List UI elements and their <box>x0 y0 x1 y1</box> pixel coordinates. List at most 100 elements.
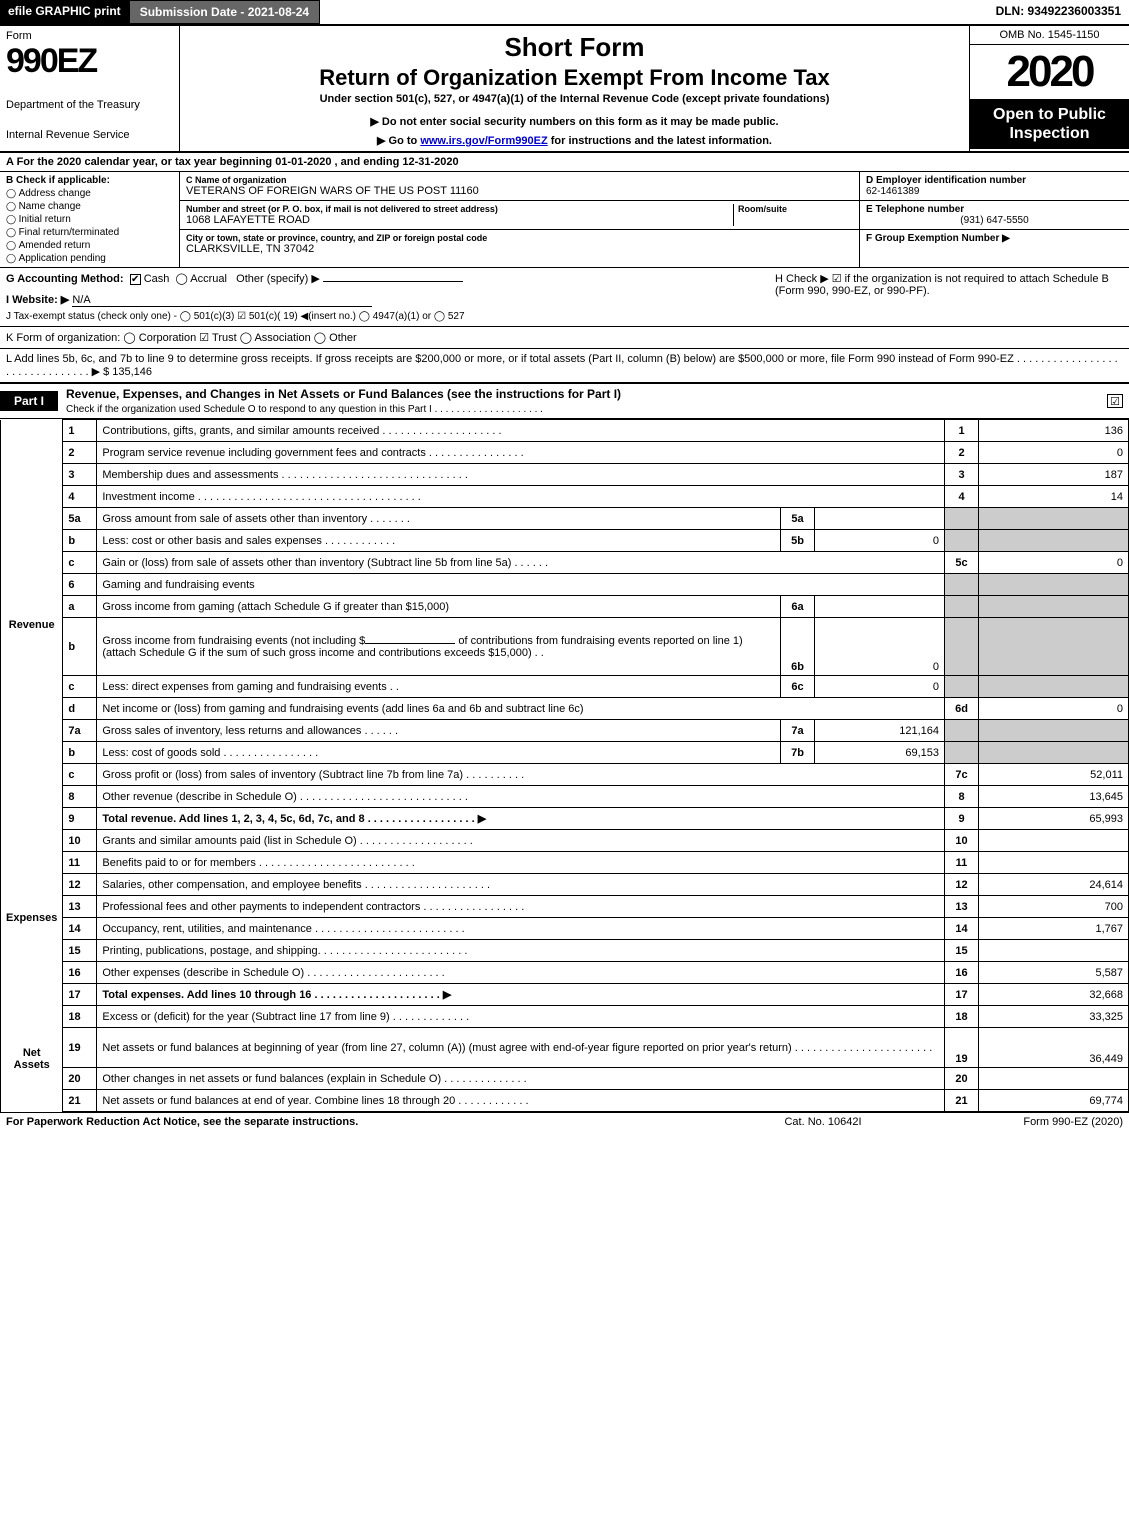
bn-10: 10 <box>945 830 979 852</box>
row-13: 13 Professional fees and other payments … <box>1 896 1129 918</box>
contrib-input[interactable] <box>365 643 455 644</box>
row-20: 20 Other changes in net assets or fund b… <box>1 1068 1129 1090</box>
cb-initial-return[interactable]: Initial return <box>6 214 173 225</box>
row-21: 21 Net assets or fund balances at end of… <box>1 1090 1129 1112</box>
desc-7a: Gross sales of inventory, less returns a… <box>97 720 781 742</box>
city-label: City or town, state or province, country… <box>186 233 853 243</box>
cb-application-pending[interactable]: Application pending <box>6 253 173 264</box>
box-b: B Check if applicable: Address change Na… <box>0 172 180 267</box>
cb-final-return[interactable]: Final return/terminated <box>6 227 173 238</box>
no-5b: b <box>63 530 97 552</box>
accrual-label: Accrual <box>190 273 227 285</box>
bn-3: 3 <box>945 464 979 486</box>
expenses-vlabel: Expenses <box>6 912 57 924</box>
no-6: 6 <box>63 574 97 596</box>
sv-6b: 0 <box>815 618 945 676</box>
desc-6: Gaming and fundraising events <box>97 574 945 596</box>
sv-6c: 0 <box>815 676 945 698</box>
desc-7c: Gross profit or (loss) from sales of inv… <box>97 764 945 786</box>
val-19: 36,449 <box>979 1028 1129 1068</box>
val-13: 700 <box>979 896 1129 918</box>
val-14: 1,767 <box>979 918 1129 940</box>
no-10: 10 <box>63 830 97 852</box>
desc-18: Excess or (deficit) for the year (Subtra… <box>97 1006 945 1028</box>
desc-14: Occupancy, rent, utilities, and maintena… <box>97 918 945 940</box>
dept-treasury: Department of the Treasury <box>6 99 173 111</box>
top-bar: efile GRAPHIC print Submission Date - 20… <box>0 0 1129 26</box>
tax-year: 2020 <box>970 45 1129 99</box>
part1-check-note: Check if the organization used Schedule … <box>66 404 543 415</box>
cb-cash[interactable]: ✔ <box>130 274 141 285</box>
part1-header: Part I Revenue, Expenses, and Changes in… <box>0 384 1129 419</box>
cb-amended-return[interactable]: Amended return <box>6 240 173 251</box>
info-block: B Check if applicable: Address change Na… <box>0 172 1129 268</box>
bn-9: 9 <box>945 808 979 830</box>
bn-5a-grey <box>945 508 979 530</box>
bn-7c: 7c <box>945 764 979 786</box>
val-2: 0 <box>979 442 1129 464</box>
bn-6-grey <box>945 574 979 596</box>
dln-label: DLN: 93492236003351 <box>988 0 1129 24</box>
short-form-title: Short Form <box>186 32 963 63</box>
no-6d: d <box>63 698 97 720</box>
cb-address-change[interactable]: Address change <box>6 188 173 199</box>
sv-5a <box>815 508 945 530</box>
box-c: C Name of organization VETERANS OF FOREI… <box>180 172 859 267</box>
bn-13: 13 <box>945 896 979 918</box>
line-l: L Add lines 5b, 6c, and 7b to line 9 to … <box>0 349 1129 384</box>
cb-name-change[interactable]: Name change <box>6 201 173 212</box>
header-center: Short Form Return of Organization Exempt… <box>180 26 969 151</box>
val-6b-grey <box>979 618 1129 676</box>
desc-1: Contributions, gifts, grants, and simila… <box>97 420 945 442</box>
side-revenue: Revenue <box>1 420 63 830</box>
sn-6b: 6b <box>781 618 815 676</box>
goto-prefix: ▶ Go to <box>377 135 420 147</box>
part1-checkbox[interactable]: ☑ <box>1107 394 1123 408</box>
tel-cell: E Telephone number (931) 647-5550 <box>860 201 1129 230</box>
website-value: N/A <box>72 294 372 307</box>
desc-6b: Gross income from fundraising events (no… <box>97 618 781 676</box>
row-3: 3 Membership dues and assessments . . . … <box>1 464 1129 486</box>
efile-print-label[interactable]: efile GRAPHIC print <box>0 0 129 24</box>
box-g: G Accounting Method: ✔ Cash ◯ Accrual Ot… <box>0 268 769 326</box>
no-6a: a <box>63 596 97 618</box>
val-7c: 52,011 <box>979 764 1129 786</box>
ssn-warning: ▶ Do not enter social security numbers o… <box>186 115 963 128</box>
row-7c: c Gross profit or (loss) from sales of i… <box>1 764 1129 786</box>
row-6b: b Gross income from fundraising events (… <box>1 618 1129 676</box>
no-12: 12 <box>63 874 97 896</box>
desc-8: Other revenue (describe in Schedule O) .… <box>97 786 945 808</box>
row-7b: b Less: cost of goods sold . . . . . . .… <box>1 742 1129 764</box>
org-addr-cell: Number and street (or P. O. box, if mail… <box>180 201 859 230</box>
other-specify-input[interactable] <box>323 281 463 282</box>
no-9: 9 <box>63 808 97 830</box>
no-13: 13 <box>63 896 97 918</box>
no-21: 21 <box>63 1090 97 1112</box>
org-city: CLARKSVILLE, TN 37042 <box>186 243 853 255</box>
val-9: 65,993 <box>979 808 1129 830</box>
val-8: 13,645 <box>979 786 1129 808</box>
goto-line: ▶ Go to www.irs.gov/Form990EZ for instru… <box>186 134 963 147</box>
cash-label: Cash <box>144 273 170 285</box>
desc-4: Investment income . . . . . . . . . . . … <box>97 486 945 508</box>
irs-link[interactable]: www.irs.gov/Form990EZ <box>420 135 547 147</box>
line-k: K Form of organization: ◯ Corporation ☑ … <box>0 327 1129 349</box>
sv-5b: 0 <box>815 530 945 552</box>
bn-6a-grey <box>945 596 979 618</box>
netassets-vlabel: Net Assets <box>6 1047 57 1071</box>
val-7b-grey <box>979 742 1129 764</box>
no-5a: 5a <box>63 508 97 530</box>
row-9: 9 Total revenue. Add lines 1, 2, 3, 4, 5… <box>1 808 1129 830</box>
bn-5c: 5c <box>945 552 979 574</box>
desc-10: Grants and similar amounts paid (list in… <box>97 830 945 852</box>
row-16: 16 Other expenses (describe in Schedule … <box>1 962 1129 984</box>
row-6a: a Gross income from gaming (attach Sched… <box>1 596 1129 618</box>
row-5a: 5a Gross amount from sale of assets othe… <box>1 508 1129 530</box>
desc-6b-1: Gross income from fundraising events (no… <box>102 635 365 647</box>
desc-13: Professional fees and other payments to … <box>97 896 945 918</box>
omb-number: OMB No. 1545-1150 <box>970 26 1129 45</box>
open-to-public: Open to Public Inspection <box>970 99 1129 149</box>
desc-21: Net assets or fund balances at end of ye… <box>97 1090 945 1112</box>
org-city-cell: City or town, state or province, country… <box>180 230 859 258</box>
row-12: 12 Salaries, other compensation, and emp… <box>1 874 1129 896</box>
